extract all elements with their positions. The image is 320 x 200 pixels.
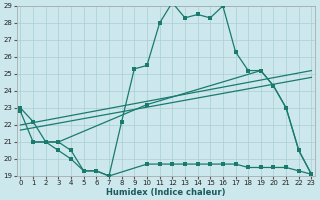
X-axis label: Humidex (Indice chaleur): Humidex (Indice chaleur) (106, 188, 226, 197)
